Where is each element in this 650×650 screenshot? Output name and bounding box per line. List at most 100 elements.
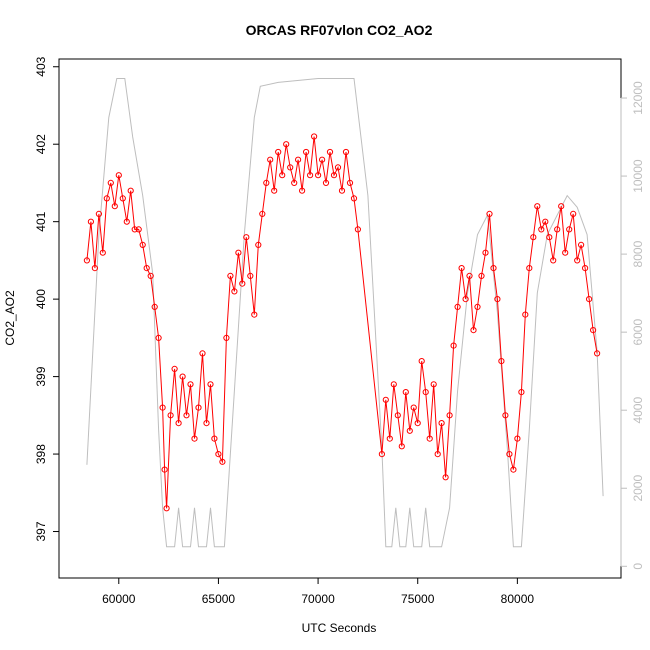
co2-data-point <box>414 420 421 427</box>
y-tick-label: 401 <box>34 211 48 231</box>
co2-data-point <box>87 218 95 225</box>
co2-data-point <box>111 203 118 210</box>
co2-data-point <box>259 210 266 217</box>
co2-data-point <box>151 303 158 310</box>
co2-data-point <box>406 427 413 434</box>
co2-data-point <box>454 303 461 310</box>
co2-data-point <box>83 257 91 264</box>
co2-data-point <box>255 241 262 248</box>
co2-data-point <box>307 172 314 179</box>
co2-data-point <box>382 396 389 403</box>
co2-data-point <box>319 156 326 163</box>
co2-data-point <box>334 164 342 171</box>
co2-data-point <box>207 381 214 388</box>
co2-data-point <box>215 451 222 458</box>
x-tick-label: 60000 <box>102 592 136 606</box>
co2-data-point <box>570 210 577 217</box>
co2-data-point <box>303 148 310 156</box>
co2-data-point <box>311 133 318 140</box>
co2-data-point <box>203 420 210 427</box>
co2-data-point <box>338 187 346 194</box>
co2-data-point <box>562 249 569 256</box>
co2-data-point <box>271 187 278 194</box>
co2-data-point <box>578 241 585 248</box>
co2-data-point <box>127 187 134 194</box>
co2-data-point <box>279 172 286 179</box>
co2-data-point <box>330 172 338 179</box>
co2-data-point <box>167 412 174 419</box>
co2-data-point <box>223 334 230 341</box>
co2-data-point <box>506 451 513 458</box>
co2-data-point <box>131 226 138 233</box>
co2-data-point <box>191 435 198 442</box>
co2-data-point <box>155 334 162 341</box>
co2-data-point <box>386 435 393 442</box>
co2-data-point <box>195 404 202 411</box>
co2-data-point <box>462 296 469 303</box>
co2-data-point <box>235 249 242 256</box>
co2-data-point <box>163 505 170 512</box>
co2-data-point <box>263 179 270 186</box>
co2-data-point <box>422 389 429 396</box>
co2-data-point <box>287 164 294 171</box>
co2-data-point <box>466 272 473 279</box>
y2-tick-label: 6000 <box>631 319 645 346</box>
co2-data-point <box>115 172 122 179</box>
co2-data-point <box>522 311 529 318</box>
co2-data-point <box>171 365 178 372</box>
co2-data-point <box>119 195 126 202</box>
co2-data-point <box>159 404 166 411</box>
co2-data-point <box>530 234 537 241</box>
co2-data-point <box>267 156 274 163</box>
x-tick-label: 65000 <box>202 592 236 606</box>
co2-data-point <box>322 179 330 186</box>
co2-data-point <box>295 156 302 163</box>
co2-data-point <box>342 148 350 156</box>
co2-data-point <box>450 342 457 349</box>
co2-data-point <box>239 280 246 287</box>
y2-tick-label: 2000 <box>631 475 645 502</box>
co2-data-point <box>446 412 453 419</box>
co2-data-point <box>175 420 182 427</box>
co2-data-point <box>394 412 401 419</box>
co2-data-point <box>107 179 114 186</box>
y-tick-label: 397 <box>34 521 48 541</box>
co2-data-point <box>346 179 354 186</box>
y-tick-label: 400 <box>34 289 48 309</box>
co2-data-point <box>99 249 106 256</box>
x-axis-title: UTC Seconds <box>302 621 377 635</box>
y2-axis: 0 2000 4000 6000 8000 10000 12000 <box>620 81 645 570</box>
co2-data-point <box>390 381 397 388</box>
y2-tick-label: 12000 <box>631 81 645 115</box>
co2-data-point <box>139 241 146 248</box>
co2-data-point <box>458 265 465 272</box>
y2-tick-label: 4000 <box>631 397 645 424</box>
co2-data-point <box>251 311 258 318</box>
co2-data-point <box>418 358 425 365</box>
co2-data-point <box>199 350 206 357</box>
y-tick-label: 402 <box>34 134 48 154</box>
co2-data-point <box>554 226 561 233</box>
co2-data-point <box>103 195 110 202</box>
co2-data-point <box>594 350 601 357</box>
co2-series <box>83 133 601 512</box>
co2-data-point <box>566 226 573 233</box>
co2-data-point <box>398 443 405 450</box>
co2-data-point <box>486 210 493 217</box>
co2-data-point <box>283 141 290 148</box>
co2-data-point <box>247 272 254 279</box>
co2-data-point <box>498 358 505 365</box>
co2-data-point <box>179 373 186 380</box>
co2-series-line <box>86 136 598 509</box>
co2-data-point <box>183 412 190 419</box>
co2-data-point <box>474 303 481 310</box>
co2-data-point <box>434 451 441 458</box>
x-tick-label: 75000 <box>401 592 435 606</box>
co2-data-point <box>91 265 99 272</box>
co2-data-point <box>95 210 103 217</box>
co2-data-point <box>291 179 298 186</box>
co2-data-point <box>558 203 565 210</box>
co2-data-point <box>478 272 485 279</box>
co2-data-point <box>143 265 150 272</box>
